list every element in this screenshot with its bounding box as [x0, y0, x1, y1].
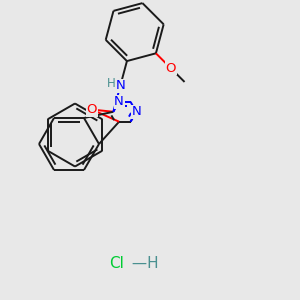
Text: H: H	[107, 77, 116, 90]
Text: —H: —H	[127, 256, 158, 272]
Text: N: N	[114, 95, 124, 108]
Text: Cl: Cl	[110, 256, 124, 272]
Text: N: N	[116, 79, 125, 92]
Text: N: N	[131, 105, 141, 118]
Text: O: O	[86, 103, 97, 116]
Text: O: O	[166, 62, 176, 75]
